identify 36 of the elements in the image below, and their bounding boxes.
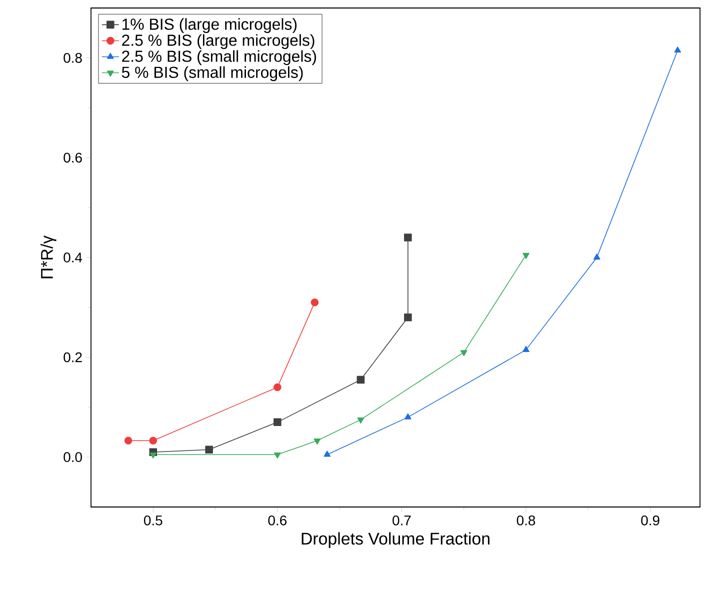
y-tick-label: 0.8 <box>64 52 82 63</box>
point <box>149 436 158 445</box>
y-tick-label: 0.6 <box>64 152 82 163</box>
x-tick-label: 0.6 <box>268 515 287 526</box>
x-tick-label: 0.8 <box>516 515 536 526</box>
y-tick-label: 0.4 <box>64 252 82 262</box>
y-tick-label: 0.0 <box>64 452 82 462</box>
point <box>674 46 682 53</box>
x-axis-title: Droplets Volume Fraction <box>302 532 490 548</box>
point <box>593 254 600 260</box>
point <box>404 413 412 420</box>
point <box>124 436 132 445</box>
x-tick-label: 0.5 <box>144 515 162 526</box>
point <box>324 450 331 457</box>
y-axis-title: Π*R/γ <box>40 235 56 278</box>
point <box>150 452 157 458</box>
legend-label: 1% BIS (large microgels) <box>122 18 297 34</box>
legend-label: 5 % BIS (small microgels) <box>122 66 303 82</box>
x-tick-label: 0.7 <box>392 515 411 526</box>
x-tick-label: 0.9 <box>641 515 660 526</box>
point <box>522 346 530 352</box>
point <box>460 350 468 356</box>
point <box>357 418 364 424</box>
point <box>274 452 281 458</box>
point <box>274 418 282 426</box>
point <box>404 313 412 322</box>
point <box>205 446 213 454</box>
point <box>404 234 412 242</box>
y-tick-label: 0.2 <box>64 352 82 362</box>
point <box>310 298 319 306</box>
point <box>522 252 530 259</box>
legend-label: 2.5 % BIS (large microgels) <box>122 34 314 50</box>
point <box>356 376 365 384</box>
point <box>314 438 321 445</box>
legend-label: 2.5 % BIS (small microgels) <box>122 50 316 66</box>
point <box>274 383 282 392</box>
